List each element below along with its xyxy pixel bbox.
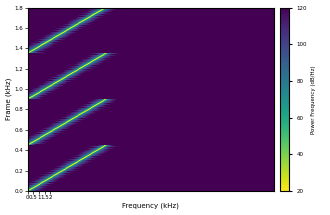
- Y-axis label: Power Frequency (dB/Hz): Power Frequency (dB/Hz): [312, 65, 316, 134]
- Y-axis label: Frame (kHz): Frame (kHz): [6, 78, 12, 120]
- X-axis label: Frequency (kHz): Frequency (kHz): [122, 203, 179, 209]
